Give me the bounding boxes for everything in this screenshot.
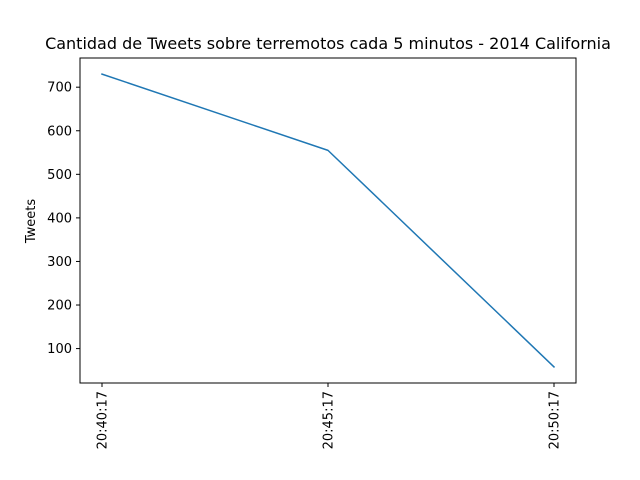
y-tick-label-200: 200	[47, 299, 72, 314]
series-line-0	[101, 73, 556, 368]
x-tick-label-0: 20:40:17	[96, 391, 111, 449]
y-tick-label-600: 600	[47, 124, 72, 139]
chart-title: Cantidad de Tweets sobre terremotos cada…	[45, 34, 611, 53]
y-tick-label-500: 500	[47, 168, 72, 183]
y-tick-label-300: 300	[47, 255, 72, 270]
x-tick-label-1: 20:45:17	[322, 391, 337, 449]
y-tick-label-700: 700	[47, 81, 72, 96]
axes-frame	[79, 57, 577, 384]
y-tick-label-400: 400	[47, 211, 72, 226]
plot-area: 100 200 300 400 500 600 700 20:40:17 20:45:17 20:…	[47, 57, 577, 449]
y-tick-label-100: 100	[47, 342, 72, 357]
x-tick-label-2: 20:50:17	[548, 391, 563, 449]
y-axis-label: Tweets	[24, 199, 39, 245]
